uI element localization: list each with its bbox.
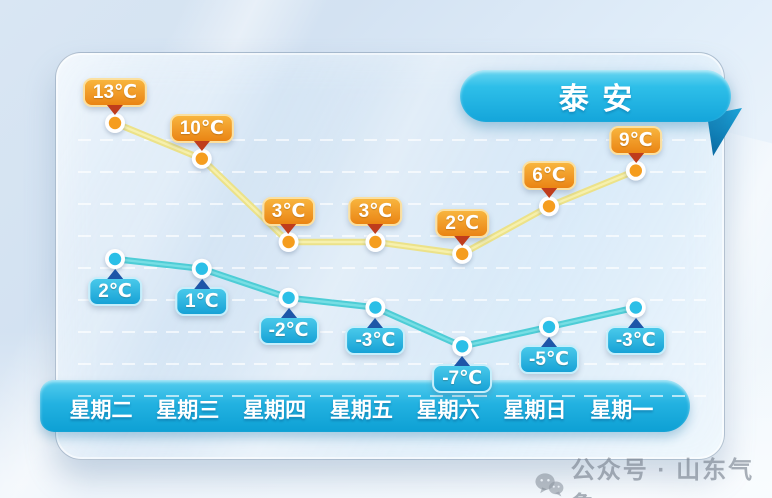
watermark: 公众号 · 山东气象 [534,450,772,498]
badge-pointer-icon [367,317,384,328]
high-temperature-badge: 3℃ [261,197,316,234]
badge-pointer-icon [627,152,644,163]
low-temperature-badge: 1℃ [175,278,229,316]
badge-pointer-icon [193,278,210,289]
badge-pointer-icon [106,269,123,279]
badge-pointer-icon [280,307,297,318]
low-temperature-badge: -5℃ [519,336,579,374]
badge-pointer-icon [280,224,297,234]
badge-pointer-icon [541,336,557,347]
high-temperature-badge: 13℃ [82,78,148,115]
low-temperature-badge: 2℃ [88,269,142,306]
wechat-icon [535,473,564,497]
low-temperature-badge: -3℃ [345,317,406,355]
low-temperature-dot [108,252,122,266]
low-temperature-badge: -2℃ [258,307,319,345]
low-temperature-badge: -3℃ [605,317,666,355]
badge-pointer-icon [540,188,557,199]
high-temperature-badge: 6℃ [522,161,576,199]
badge-pointer-icon [367,224,384,234]
badge-pointer-icon [193,140,210,151]
watermark-text: 公众号 · 山东气象 [570,457,755,498]
badge-pointer-icon [627,317,644,328]
badge-pointer-icon [107,105,123,115]
high-temperature-badge: 2℃ [435,208,489,246]
badge-pointer-icon [454,235,471,246]
low-temperature-dot [195,262,208,275]
high-temperature-badge: 3℃ [348,197,403,234]
high-temperature-dot [195,152,208,165]
low-temperature-dot [282,291,295,304]
badge-pointer-icon [454,356,471,367]
low-temperature-badge: -7℃ [432,356,493,394]
high-temperature-badge: 10℃ [169,113,234,151]
high-temperature-dot [282,235,295,249]
high-temperature-dot [108,116,122,130]
high-temperature-badge: 9℃ [609,125,663,163]
